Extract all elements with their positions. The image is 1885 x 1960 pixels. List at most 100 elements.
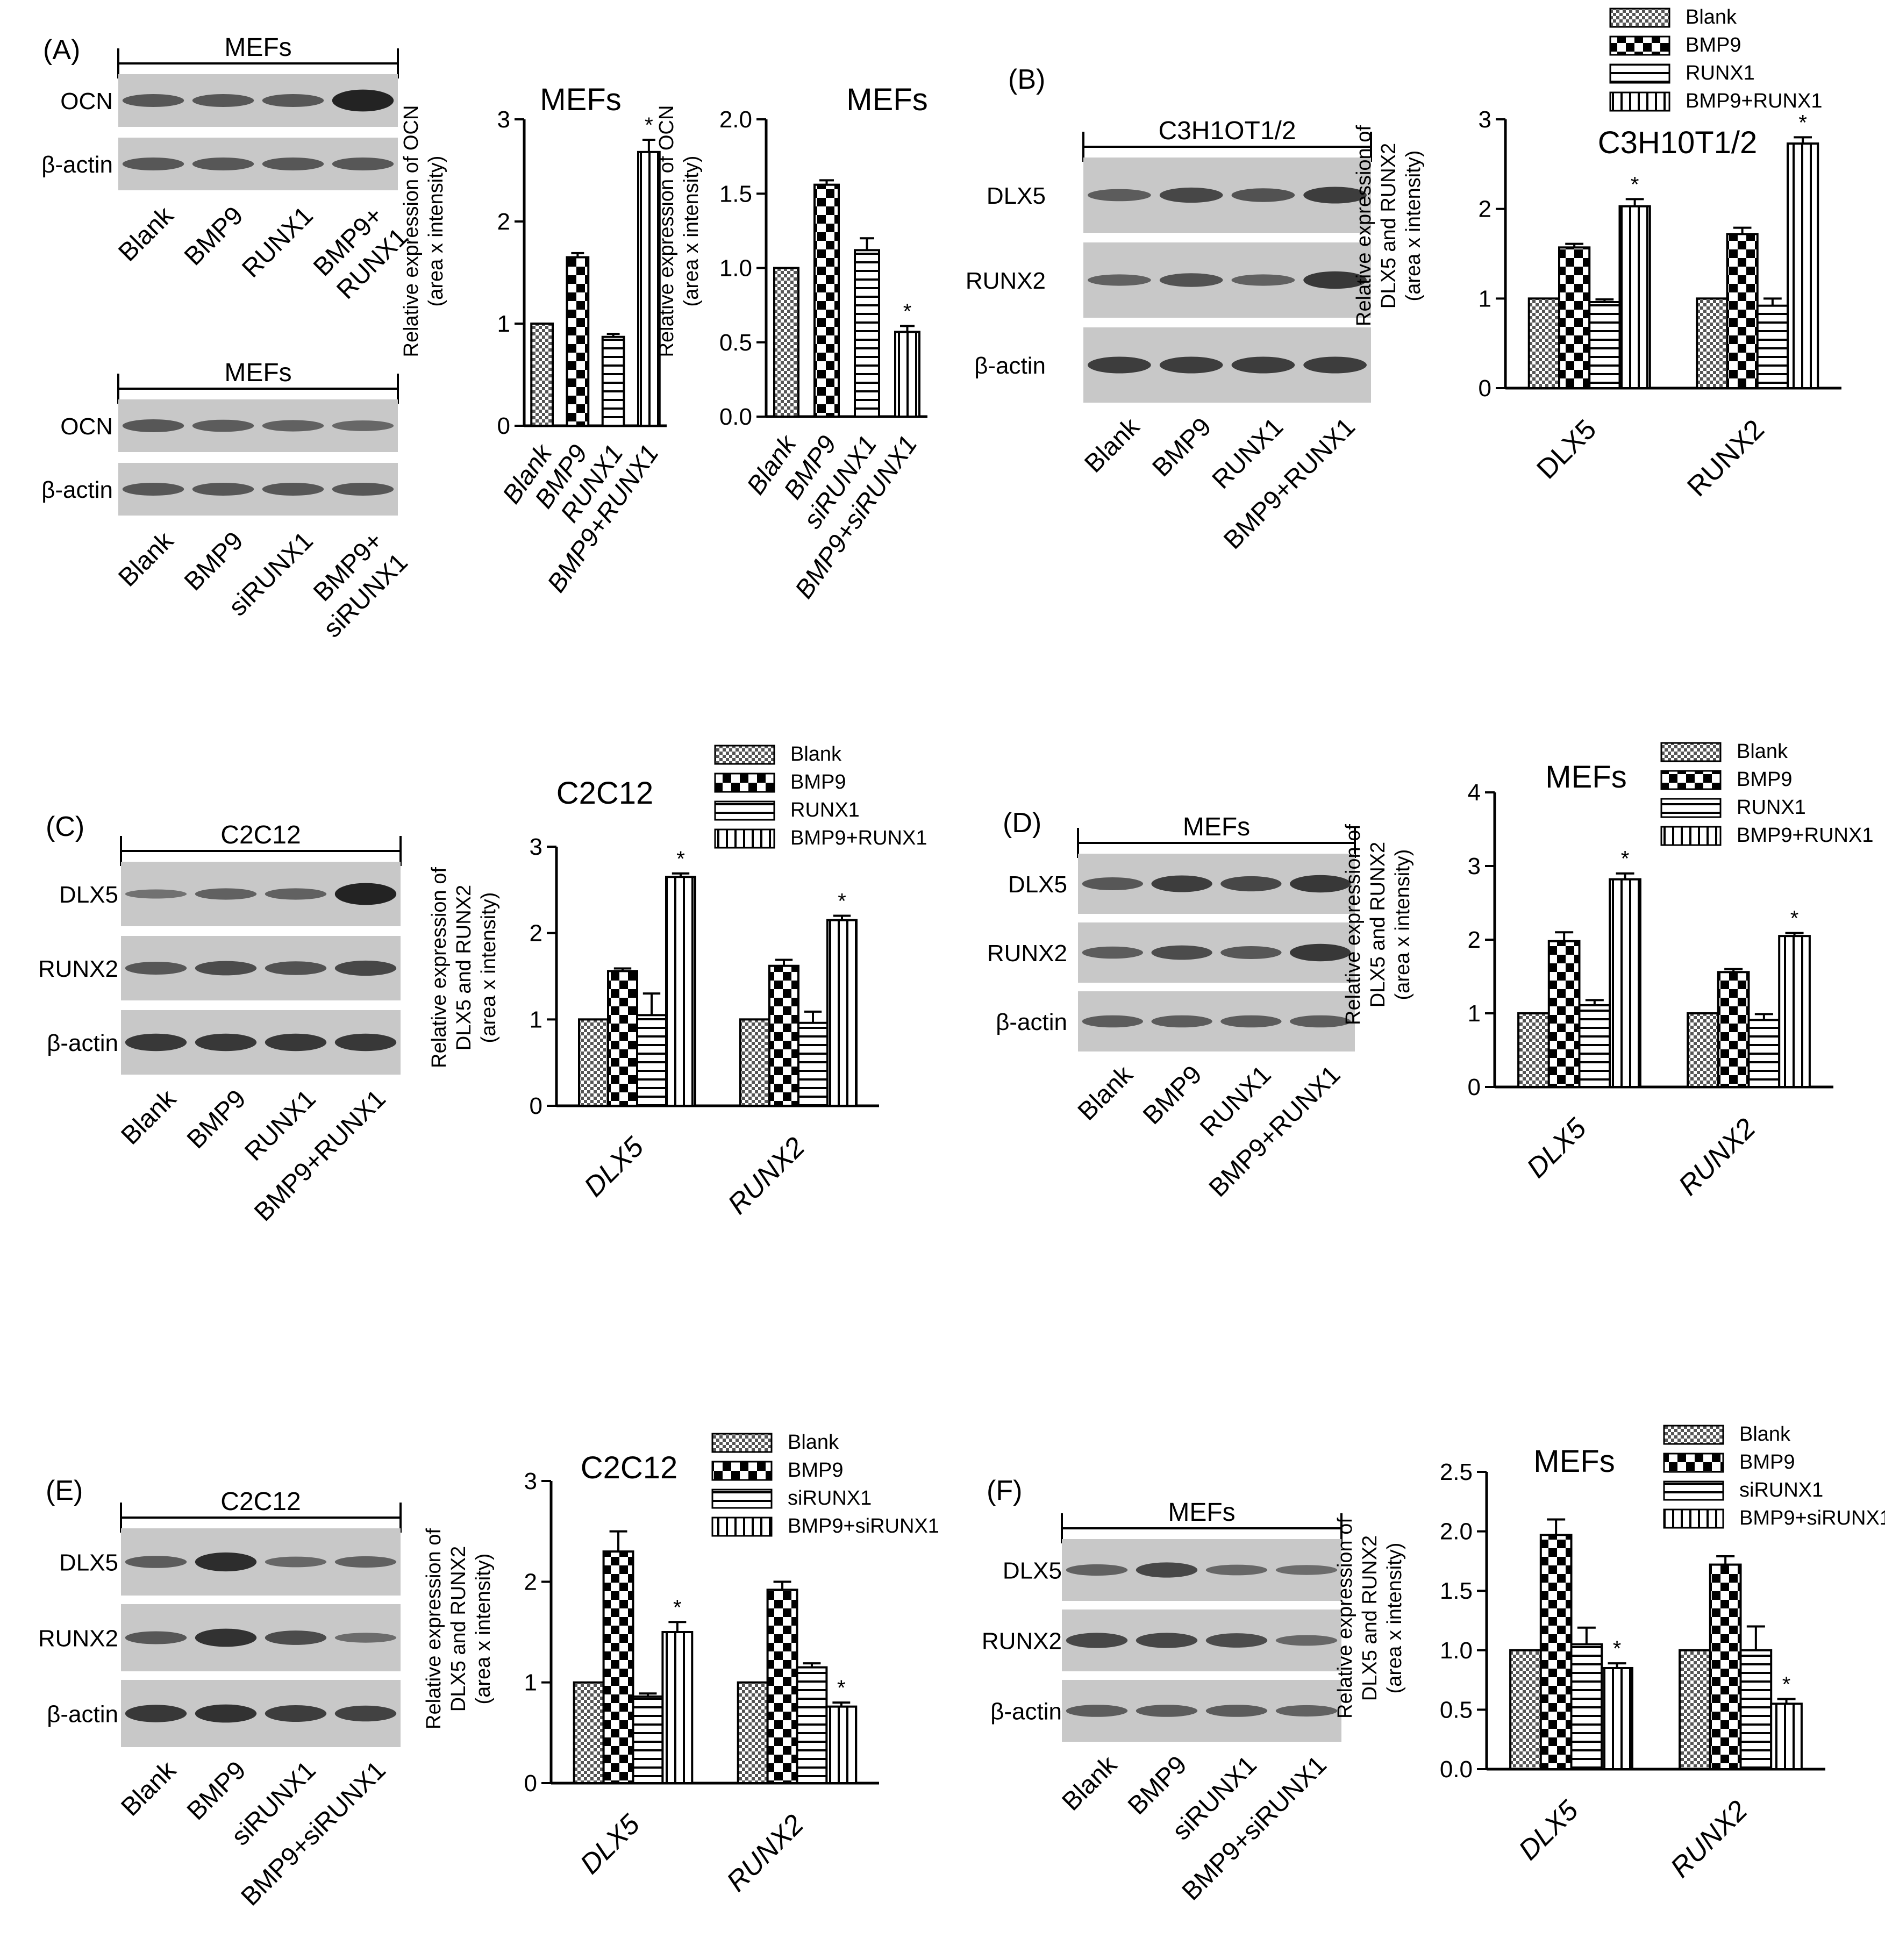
blot-lane-label: BMP9 (1123, 1750, 1193, 1820)
blot-band (125, 1631, 187, 1644)
blot-band (1088, 274, 1151, 286)
bar-chart-a2: MEFs 0.0 0.5 1.0 1.5 2.0 Relative expression o… (655, 82, 928, 604)
significance-marker: * (1790, 907, 1799, 931)
x-tick-label: DLX5 (1521, 1112, 1593, 1184)
bar-dlx5-blank (578, 1018, 609, 1107)
y-tick-label: 0.0 (719, 404, 752, 430)
blot-band (192, 419, 254, 432)
y-axis-label: (area x intensity) (1402, 151, 1425, 302)
blot-band (1082, 1015, 1144, 1028)
blot-band (1066, 1633, 1128, 1648)
blot-lane-label: Blank (1079, 412, 1145, 478)
blot-band (1136, 1562, 1198, 1578)
blot-band (1220, 876, 1282, 892)
blot-row-label: OCN (60, 413, 113, 440)
blot-band (332, 420, 394, 431)
blot-lane-label: Blank (113, 201, 179, 267)
blot-band (1082, 877, 1144, 890)
blot-band (1159, 187, 1223, 203)
blot-header: C2C12 (220, 1487, 301, 1516)
blot-row-label: β-actin (974, 353, 1046, 379)
chart-title: C3H10T1/2 (1598, 125, 1758, 160)
legend-label: Blank (1739, 1423, 1791, 1446)
bar-runx2-bmp9 (766, 1589, 798, 1785)
bar-dlx5-bmp9-runx1 (1609, 878, 1641, 1089)
blot-band (1151, 945, 1212, 960)
y-axis-label: Relative expression of (1334, 1518, 1356, 1719)
blot-band (1303, 356, 1367, 374)
legend-label: BMP9+RUNX1 (1686, 90, 1822, 112)
blot-band (334, 960, 397, 976)
significance-marker: * (1631, 173, 1639, 196)
bar-dlx5-bmp9 (607, 970, 638, 1107)
bar-dlx5-bmp9 (1539, 1534, 1573, 1771)
blot-lane-label: RUNX1 (237, 201, 319, 283)
bar-blank (773, 267, 799, 418)
significance-marker: * (837, 1676, 846, 1700)
legend-label: BMP9+RUNX1 (1737, 824, 1873, 847)
x-tick-label: RUNX2 (1681, 413, 1770, 503)
blot-band (262, 420, 324, 432)
blot-band (265, 1556, 327, 1568)
significance-marker: * (676, 847, 685, 871)
blot-row-label: DLX5 (987, 183, 1046, 209)
y-tick-label: 2 (524, 1569, 537, 1595)
blot-band (265, 1705, 327, 1722)
y-tick-label: 1.0 (719, 255, 752, 282)
blot-row-label: β-actin (47, 1030, 118, 1056)
blot-lane-label: Blank (116, 1084, 182, 1150)
bar-sirunx1 (854, 249, 880, 418)
bar-bmp9-runx1 (637, 151, 661, 427)
y-axis-label: DLX5 and RUNX2 (1377, 143, 1400, 309)
blot-lane-label: Blank (1073, 1060, 1139, 1126)
blot-band (334, 1033, 397, 1051)
bar-chart-d: MEFs 0 1 2 3 4 Relative expression of DLX5 and … (1342, 740, 1873, 1201)
y-axis-label: Relative expression of OCN (655, 105, 678, 357)
panel-label: (C) (46, 811, 84, 842)
y-tick-label: 0.0 (1440, 1756, 1473, 1783)
bar-runx2-sirunx1 (1739, 1649, 1773, 1771)
bar-dlx5-blank (1527, 297, 1560, 389)
blot-band (1151, 1015, 1212, 1028)
blot-band (1303, 187, 1367, 204)
blot-band (265, 888, 327, 900)
bar-dlx5-bmp9-runx1 (665, 876, 696, 1107)
y-tick-label: 0 (497, 413, 510, 439)
legend-swatch (1663, 1508, 1724, 1529)
y-axis-label: (area x intensity) (425, 156, 447, 307)
bar-chart-a1: MEFs 0 1 2 3 Relative expression of OCN (area … (400, 82, 667, 598)
blot-band (1289, 1015, 1351, 1028)
y-tick-label: 1 (524, 1670, 537, 1696)
blot-row-label: DLX5 (59, 882, 118, 908)
y-tick-label: 1.0 (1440, 1637, 1473, 1664)
legend-swatch (714, 772, 775, 793)
y-tick-label: 3 (497, 106, 510, 133)
blot-lane-label: BMP9+RUNX1 (1218, 412, 1361, 555)
blot-band (122, 419, 184, 432)
chart-title: C2C12 (581, 1450, 678, 1485)
bar-dlx5-bmp9-sirunx1 (661, 1631, 694, 1784)
bar-chart-e: C2C12 0 1 2 3 Relative expression of DLX5 and … (423, 1431, 939, 1898)
blot-band (192, 158, 254, 170)
x-tick-label: DLX5 (578, 1131, 650, 1203)
x-tick-label: DLX5 (1531, 413, 1602, 485)
bar-runx2-bmp9-sirunx1 (1770, 1703, 1803, 1771)
legend-swatch (711, 1433, 773, 1453)
y-axis-label: (area x intensity) (477, 892, 500, 1043)
bar-blank (530, 323, 554, 427)
y-axis-label: DLX5 and RUNX2 (1367, 842, 1389, 1007)
bar-runx1 (601, 335, 625, 427)
y-tick-label: 2 (497, 209, 510, 235)
y-axis-label: DLX5 and RUNX2 (1359, 1535, 1381, 1701)
legend-label: BMP9 (1737, 768, 1792, 791)
blot-band (1159, 356, 1223, 374)
bar-runx2-blank (1679, 1649, 1711, 1771)
blot-band (195, 961, 257, 976)
y-tick-label: 3 (530, 834, 542, 860)
legend-label: BMP9+siRUNX1 (788, 1515, 939, 1537)
bar-runx2-runx1 (1747, 1019, 1781, 1088)
blot-band (1275, 1635, 1338, 1646)
